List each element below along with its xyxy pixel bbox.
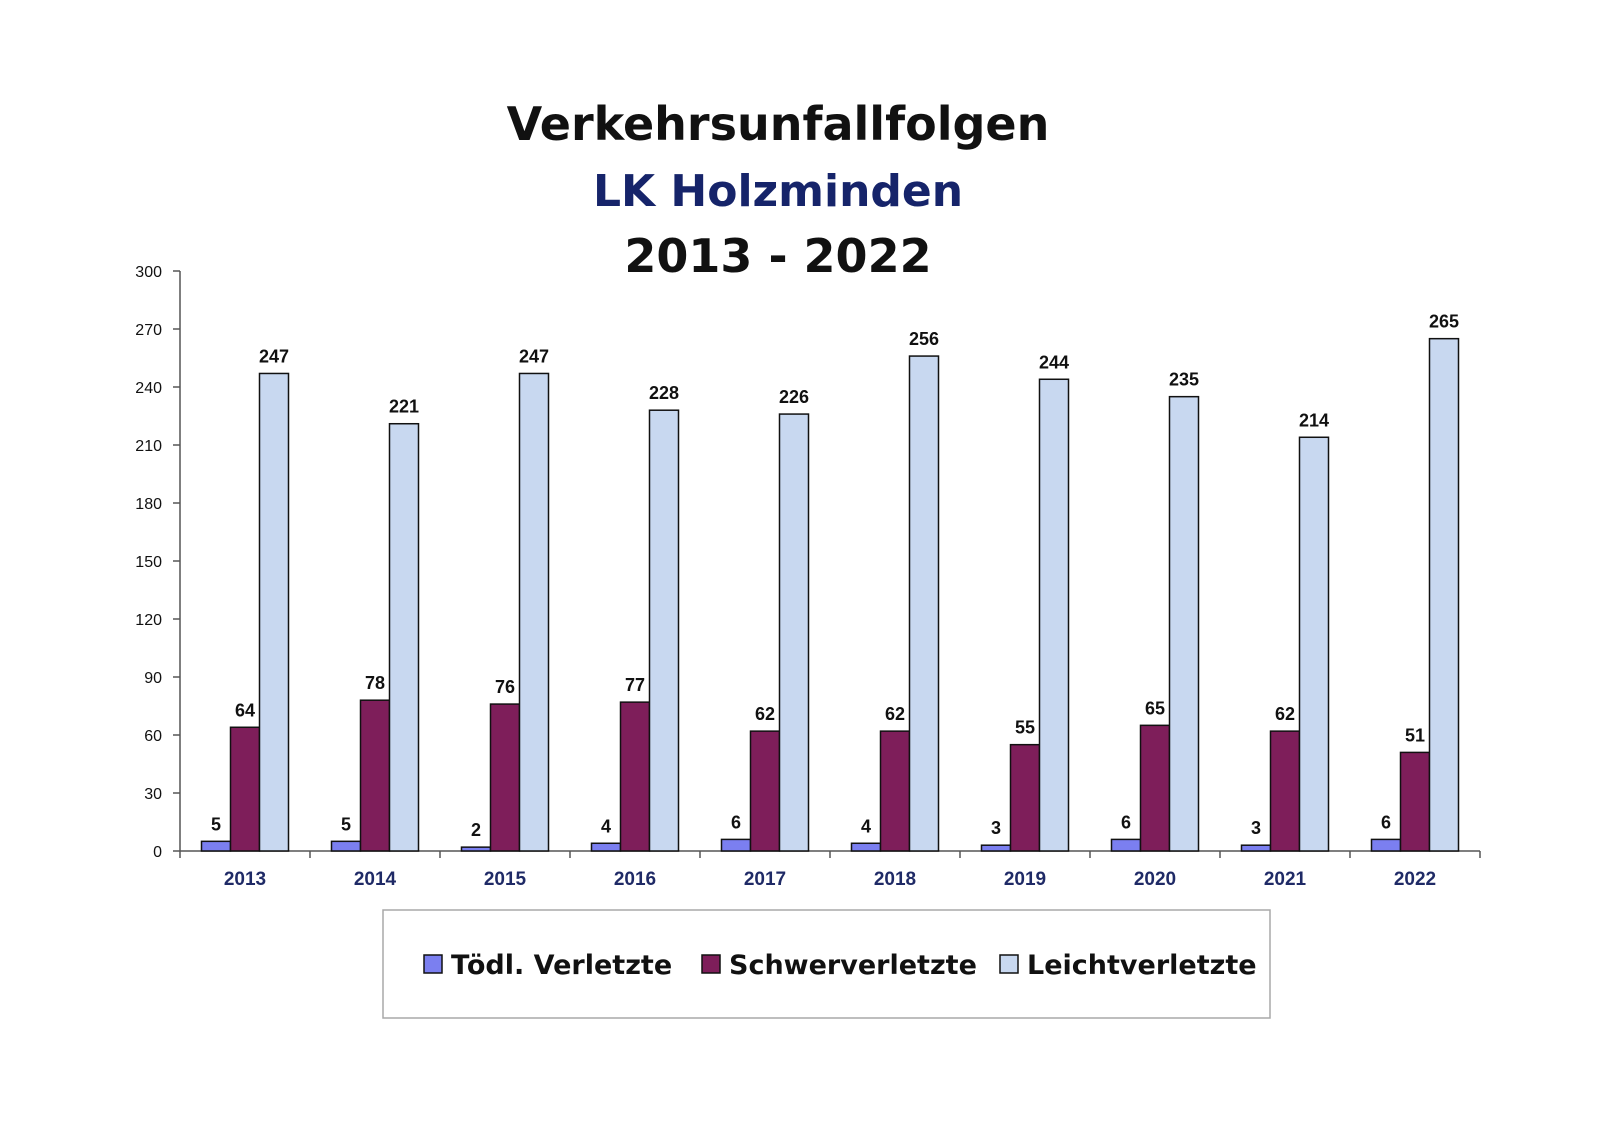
y-tick-label: 30 xyxy=(144,786,162,803)
data-label: 6 xyxy=(1381,812,1391,832)
bar-toedl xyxy=(460,846,492,852)
x-axis: 2013 2014 2015 2016 2017 2018 2019 2020 2021 2022 xyxy=(179,850,1481,890)
data-label: 64 xyxy=(235,700,255,720)
y-tick-label: 240 xyxy=(135,380,162,397)
bar-schwer xyxy=(1139,724,1171,852)
y-tick-label: 120 xyxy=(135,612,162,629)
x-category-label: 2017 xyxy=(744,869,786,890)
data-label: 78 xyxy=(365,673,385,693)
y-tick-label: 210 xyxy=(135,438,162,455)
x-category-label: 2018 xyxy=(874,869,916,890)
bar-schwer xyxy=(619,701,651,852)
legend-box xyxy=(382,909,1271,1019)
data-labels: 5 64 247 5 78 221 2 76 247 4 77 228 6 62 226 4 62 256 3 55 2… xyxy=(211,312,1459,840)
data-label: 228 xyxy=(649,383,679,403)
data-label: 221 xyxy=(389,397,419,417)
legend-label: Tödl. Verletzte xyxy=(451,950,672,981)
legend-swatch xyxy=(999,954,1019,974)
data-label: 256 xyxy=(909,329,939,349)
data-label: 265 xyxy=(1429,312,1459,332)
bar-leicht xyxy=(1038,378,1070,852)
legend: Tödl. Verletzte Schwerverletzte Leichtverl… xyxy=(382,909,1271,1019)
bar-leicht xyxy=(258,372,290,852)
bar-leicht xyxy=(908,355,940,852)
data-label: 77 xyxy=(625,675,645,695)
data-label: 4 xyxy=(861,816,871,836)
data-label: 51 xyxy=(1405,725,1425,745)
x-category-label: 2021 xyxy=(1264,869,1307,890)
bar-toedl xyxy=(1110,838,1142,852)
data-label: 6 xyxy=(731,812,741,832)
bar-schwer xyxy=(489,703,521,852)
chart-subtitle: LK Holzminden xyxy=(593,166,963,217)
legend-swatch xyxy=(423,954,443,974)
y-tick-label: 90 xyxy=(144,670,162,687)
bar-toedl xyxy=(330,840,362,852)
bar-toedl xyxy=(850,842,882,852)
x-category-label: 2015 xyxy=(484,869,527,890)
bar-leicht xyxy=(518,372,550,852)
legend-label: Schwerverletzte xyxy=(729,950,977,981)
data-label: 247 xyxy=(519,346,549,366)
data-label: 2 xyxy=(471,820,481,840)
data-label: 214 xyxy=(1299,410,1329,430)
data-label: 244 xyxy=(1039,352,1069,372)
y-tick-label: 0 xyxy=(153,844,162,861)
data-label: 3 xyxy=(991,818,1001,838)
bar-toedl xyxy=(200,840,232,852)
data-label: 65 xyxy=(1145,698,1165,718)
data-label: 55 xyxy=(1015,718,1035,738)
bar-toedl xyxy=(1240,844,1272,852)
data-label: 235 xyxy=(1169,370,1199,390)
data-label: 62 xyxy=(1275,704,1295,724)
data-label: 76 xyxy=(495,677,515,697)
bar-schwer xyxy=(359,699,391,852)
x-category-label: 2013 xyxy=(224,869,266,890)
y-tick-label: 150 xyxy=(135,554,162,571)
bar-leicht xyxy=(1168,395,1200,852)
data-label: 5 xyxy=(211,814,221,834)
x-category-label: 2019 xyxy=(1004,869,1046,890)
bar-toedl xyxy=(720,838,752,852)
bar-toedl xyxy=(980,844,1012,852)
data-label: 247 xyxy=(259,346,289,366)
y-tick-label: 270 xyxy=(135,322,162,339)
bars xyxy=(200,337,1460,852)
x-category-label: 2020 xyxy=(1134,869,1176,890)
bar-toedl xyxy=(1370,838,1402,852)
data-label: 4 xyxy=(601,816,611,836)
bar-toedl xyxy=(590,842,622,852)
data-label: 62 xyxy=(755,704,775,724)
x-category-label: 2014 xyxy=(354,869,397,890)
data-label: 5 xyxy=(341,814,351,834)
legend-swatch xyxy=(701,954,721,974)
bar-leicht xyxy=(1298,436,1330,852)
data-label: 226 xyxy=(779,387,809,407)
bar-schwer xyxy=(229,726,261,852)
bar-schwer xyxy=(879,730,911,852)
bar-schwer xyxy=(1009,743,1041,852)
bar-schwer xyxy=(749,730,781,852)
bar-leicht xyxy=(778,413,810,852)
y-tick-label: 300 xyxy=(135,264,162,281)
chart-subtitle-years: 2013 - 2022 xyxy=(624,229,931,283)
data-label: 6 xyxy=(1121,812,1131,832)
bar-schwer xyxy=(1269,730,1301,852)
y-tick-label: 60 xyxy=(144,728,162,745)
bar-leicht xyxy=(388,422,420,852)
data-label: 62 xyxy=(885,704,905,724)
legend-label: Leichtverletzte xyxy=(1027,950,1257,981)
bar-leicht xyxy=(1428,337,1460,852)
y-axis: 0 30 60 90 120 150 180 210 240 270 300 xyxy=(135,264,181,861)
x-category-label: 2016 xyxy=(614,869,656,890)
y-tick-label: 180 xyxy=(135,496,162,513)
chart-title: Verkehrsunfallfolgen xyxy=(507,97,1050,151)
x-category-label: 2022 xyxy=(1394,869,1436,890)
data-label: 3 xyxy=(1251,818,1261,838)
bar-leicht xyxy=(648,409,680,852)
bar-schwer xyxy=(1399,751,1431,852)
